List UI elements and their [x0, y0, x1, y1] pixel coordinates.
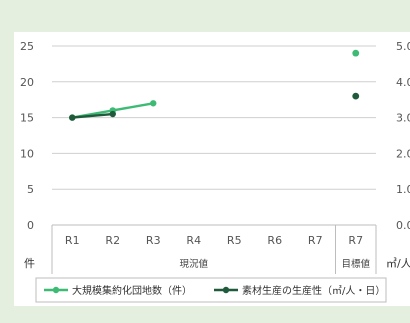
y-right-tick-label: 0.0	[396, 219, 410, 232]
x-group-label: 目標値	[341, 258, 370, 270]
target-point	[352, 49, 360, 57]
series-line	[72, 112, 113, 119]
y-left-tick-label: 25	[20, 40, 34, 53]
x-tick-label: R2	[105, 234, 120, 247]
y-right-tick-label: 3.0	[396, 112, 410, 125]
data-point	[69, 114, 76, 121]
y-right-unit-label: ㎥/人日	[386, 257, 410, 270]
y-right-tick-label: 2.0	[396, 147, 410, 160]
legend-swatch-marker	[222, 286, 230, 294]
x-tick-label: R5	[227, 234, 242, 247]
legend-swatch-marker	[52, 286, 60, 294]
data-point	[109, 110, 116, 118]
legend-frame	[35, 277, 387, 303]
legend-entry-label: 素材生産の生産性（㎥/人・日）	[242, 284, 385, 297]
y-left-tick-label: 5	[27, 183, 34, 196]
x-tick-label: R1	[65, 234, 80, 247]
x-group-label: 現況値	[179, 258, 208, 270]
x-tick-label: R4	[186, 234, 201, 247]
x-tick-label: R3	[146, 234, 161, 247]
y-left-unit-label: 件	[24, 257, 35, 270]
y-right-tick-label: 5.0	[396, 40, 410, 53]
legend-entry-label: 大規模集約化団地数（件）	[72, 284, 192, 297]
y-left-tick-label: 20	[20, 76, 34, 89]
target-point	[352, 92, 360, 100]
y-left-tick-label: 10	[20, 147, 34, 160]
x-tick-label: R7	[348, 234, 363, 247]
chart-svg: 0 5 10 15 20 25 0.0 1.0 2.0 3.0 4.0 5.0 R1 R2 R3 R4 R5 R6…	[20, 40, 410, 303]
y-right-tick-label: 4.0	[396, 76, 410, 89]
chart-panel: 0 5 10 15 20 25 0.0 1.0 2.0 3.0 4.0 5.0 R1 R2 R3 R4 R5 R6…	[14, 32, 410, 306]
x-tick-label: R7	[308, 234, 323, 247]
x-tick-label: R6	[267, 234, 282, 247]
data-point	[150, 100, 157, 107]
y-left-tick-label: 0	[27, 219, 34, 232]
y-left-tick-label: 15	[20, 112, 34, 125]
y-right-tick-label: 1.0	[396, 183, 410, 196]
